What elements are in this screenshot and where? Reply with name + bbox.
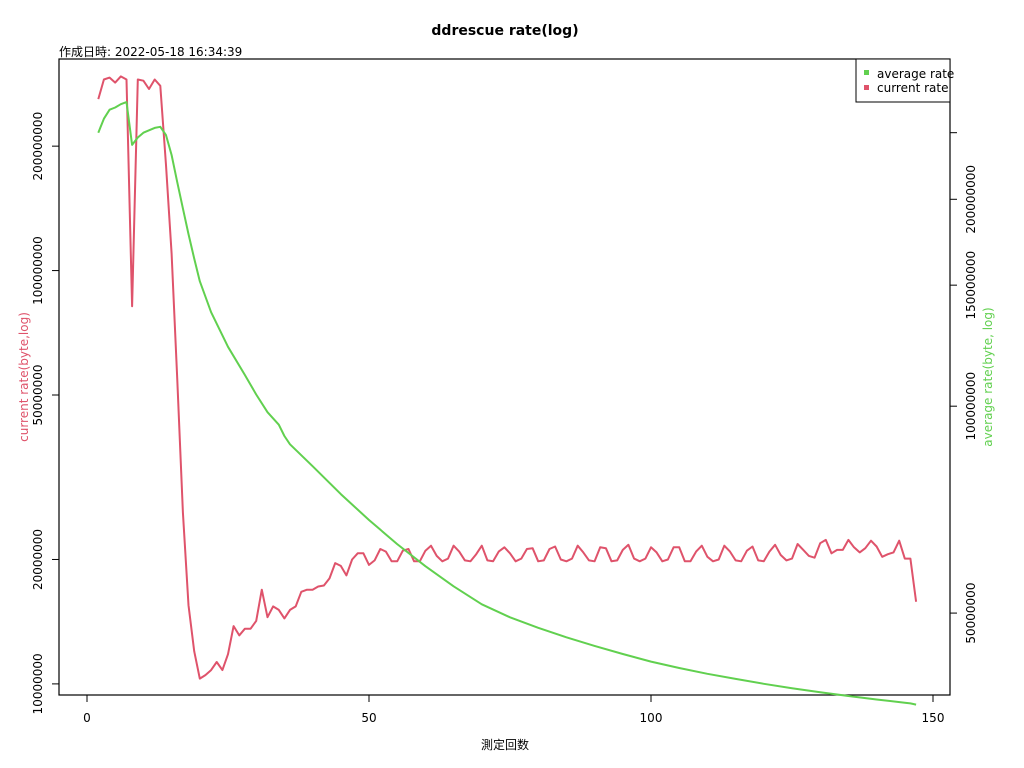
- series-line-current-rate: [97, 75, 918, 680]
- left-y-axis-label: current rate(byte,log): [17, 312, 31, 442]
- right-tick-label: 100000000: [964, 372, 978, 441]
- right-tick-label: 50000000: [964, 583, 978, 644]
- series-line-average-rate: [97, 101, 917, 706]
- left-y-axis: 10000000 20000000 50000000 100000000 2000000…: [31, 112, 60, 714]
- x-tick-label: 100: [640, 711, 663, 725]
- legend: average rate current rate: [855, 58, 954, 103]
- right-y-axis: 50000000 100000000 150000000 200000000: [949, 132, 978, 644]
- x-axis-label: 測定回数: [481, 737, 529, 752]
- left-tick-label: 100000000: [31, 236, 45, 305]
- x-axis: 0 50 100 150: [83, 694, 945, 725]
- x-tick-label: 150: [922, 711, 945, 725]
- left-tick-label: 50000000: [31, 364, 45, 425]
- left-tick-label: 200000000: [31, 112, 45, 181]
- right-y-axis-label: average rate(byte, log): [981, 307, 995, 446]
- chart-subtitle: 作成日時: 2022-05-18 16:34:39: [59, 45, 242, 59]
- right-tick-label: 150000000: [964, 251, 978, 320]
- left-tick-label: 20000000: [31, 529, 45, 590]
- left-tick-label: 10000000: [31, 653, 45, 714]
- chart-title: ddrescue rate(log): [431, 23, 578, 39]
- legend-box: [855, 58, 951, 103]
- x-tick-label: 0: [83, 711, 91, 725]
- legend-label-average-rate: average rate: [877, 67, 954, 81]
- legend-swatch-average-rate: [864, 70, 869, 75]
- right-tick-label: 200000000: [964, 165, 978, 234]
- x-tick-label: 50: [361, 711, 376, 725]
- series-layer: [97, 75, 918, 706]
- legend-label-current-rate: current rate: [877, 81, 948, 95]
- legend-swatch-current-rate: [864, 85, 869, 90]
